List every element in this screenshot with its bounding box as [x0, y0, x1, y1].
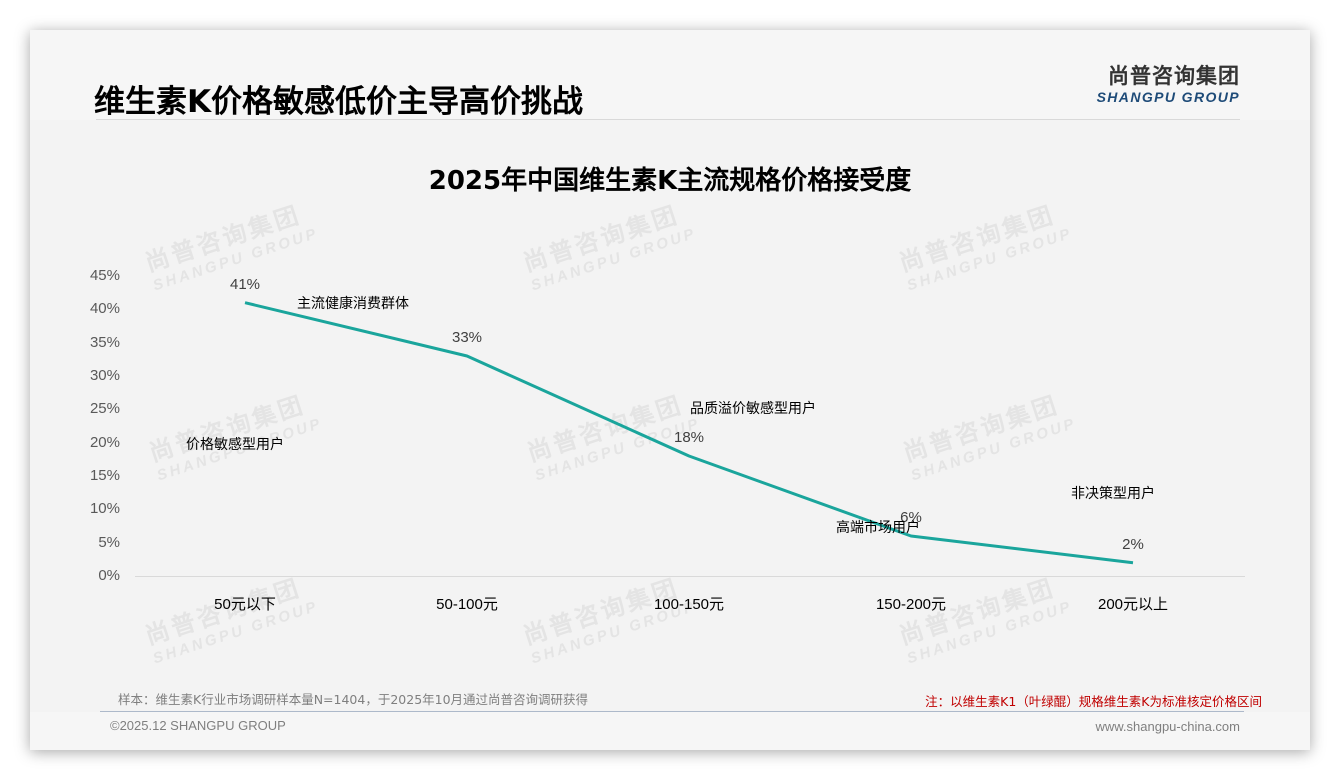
- copyright: ©2025.12 SHANGPU GROUP: [110, 718, 286, 733]
- data-point-label: 41%: [229, 275, 261, 293]
- y-tick-label: 35%: [89, 333, 120, 351]
- y-tick-label: 30%: [89, 367, 120, 384]
- x-tick-label: 50元以下: [214, 596, 276, 613]
- x-tick-label: 100-150元: [653, 596, 725, 613]
- x-axis-line: [135, 576, 1245, 577]
- slide: 尚普咨询集团 SHANGPU GROUP 尚普咨询集团 SHANGPU GROUP …: [30, 30, 1310, 750]
- logo-chinese-text: 尚普咨询集团: [1108, 64, 1240, 88]
- x-tick-label: 150-200元: [875, 596, 947, 613]
- title-divider: [96, 119, 1240, 120]
- annotation-high-end: 高端市场用户: [836, 520, 920, 536]
- website-link[interactable]: www.shangpu-china.com: [1095, 719, 1240, 734]
- footer-divider: [100, 711, 1244, 712]
- data-point-label: 18%: [673, 429, 705, 446]
- company-logo: 尚普咨询集团 SHANGPU GROUP: [1088, 64, 1240, 106]
- y-tick-label: 20%: [89, 433, 120, 451]
- price-basis-note: 注：以维生素K1（叶绿醌）规格维生素K为标准核定价格区间: [925, 694, 1262, 709]
- footer-band: [30, 712, 1310, 750]
- x-tick-label: 50-100元: [436, 596, 498, 613]
- annotation-non-decision: 非决策型用户: [1071, 486, 1155, 502]
- y-tick-label: 40%: [89, 300, 120, 318]
- annotation-quality-premium: 品质溢价敏感型用户: [690, 401, 816, 417]
- line-chart-plot: [244, 301, 1134, 565]
- page-title: 维生素K价格敏感低价主导高价挑战: [94, 84, 584, 120]
- annotation-price-sensitive: 价格敏感型用户: [186, 437, 284, 453]
- annotation-mainstream-health: 主流健康消费群体: [297, 296, 409, 312]
- series-line: [244, 301, 1134, 565]
- chart-title: 2025年中国维生素K主流规格价格接受度: [428, 166, 912, 196]
- y-tick-label: 10%: [89, 500, 120, 518]
- y-tick-label: 15%: [89, 467, 120, 484]
- x-tick-label: 200元以上: [1097, 596, 1169, 613]
- data-point-label: 2%: [1122, 535, 1144, 553]
- y-tick-label: 0%: [98, 567, 120, 584]
- data-point-label: 6%: [900, 509, 922, 526]
- sample-note: 样本：维生素K行业市场调研样本量N=1404，于2025年10月通过尚普咨询调研…: [118, 692, 589, 707]
- y-tick-label: 5%: [98, 533, 120, 551]
- y-tick-label: 45%: [89, 267, 120, 284]
- y-tick-label: 25%: [89, 400, 120, 418]
- header-band: [30, 30, 1310, 120]
- data-point-label: 33%: [451, 329, 483, 346]
- logo-english-text: SHANGPU GROUP: [1096, 89, 1240, 105]
